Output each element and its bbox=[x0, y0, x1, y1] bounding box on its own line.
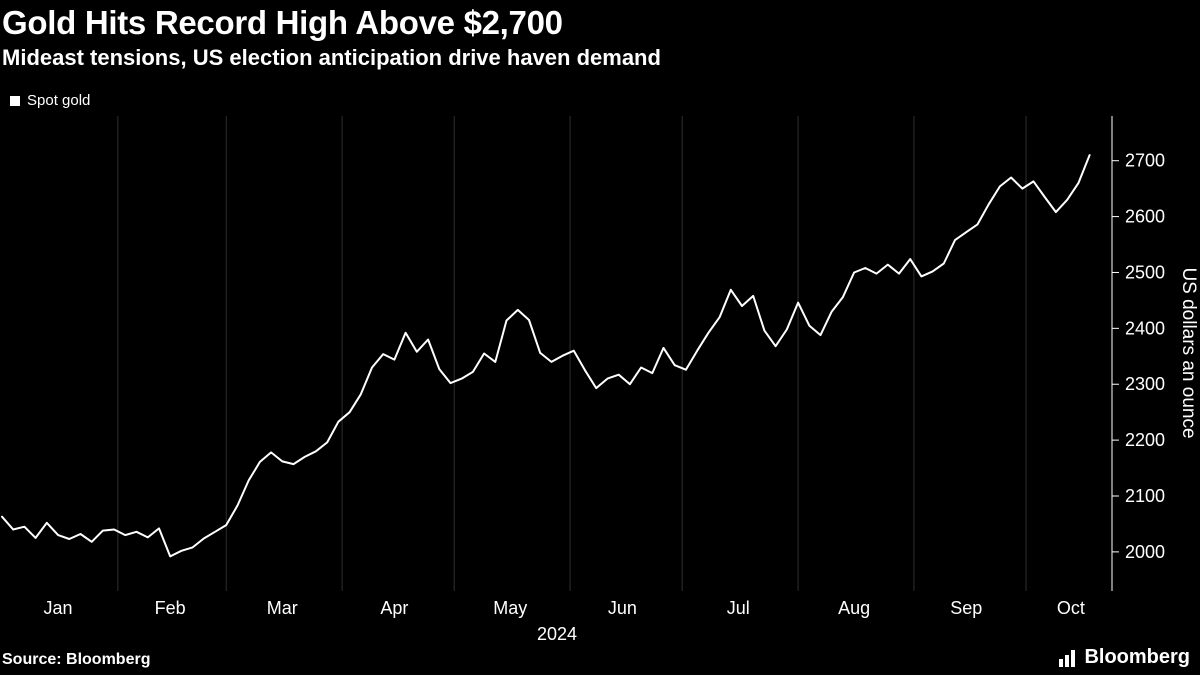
y-tick-label-2400: 2400 bbox=[1125, 318, 1165, 338]
x-tick-label-mar: Mar bbox=[267, 598, 298, 618]
legend-label: Spot gold bbox=[27, 92, 91, 109]
x-tick-label-sep: Sep bbox=[950, 598, 982, 618]
x-tick-label-may: May bbox=[493, 598, 527, 618]
x-tick-label-jul: Jul bbox=[727, 598, 750, 618]
legend-swatch-icon bbox=[10, 95, 20, 106]
source-credit: Source: Bloomberg bbox=[2, 651, 151, 668]
x-tick-label-oct: Oct bbox=[1057, 598, 1085, 618]
y-axis-title: US dollars an ounce bbox=[1178, 267, 1199, 438]
y-tick-label-2300: 2300 bbox=[1125, 374, 1165, 394]
x-tick-label-aug: Aug bbox=[838, 598, 870, 618]
bloomberg-logo-text: Bloomberg bbox=[1084, 646, 1190, 668]
x-tick-label-apr: Apr bbox=[380, 598, 408, 618]
y-tick-label-2500: 2500 bbox=[1125, 262, 1165, 282]
series-line-spot-gold bbox=[1, 154, 1091, 558]
y-tick-label-2000: 2000 bbox=[1125, 542, 1165, 562]
y-tick-label-2700: 2700 bbox=[1125, 151, 1165, 171]
bloomberg-logo-icon bbox=[1059, 649, 1076, 667]
page-subtitle: Mideast tensions, US election anticipati… bbox=[2, 45, 661, 70]
x-tick-label-feb: Feb bbox=[155, 598, 186, 618]
x-tick-label-jan: Jan bbox=[44, 598, 73, 618]
page-title: Gold Hits Record High Above $2,700 bbox=[2, 4, 563, 41]
y-tick-label-2100: 2100 bbox=[1125, 486, 1165, 506]
y-tick-label-2200: 2200 bbox=[1125, 430, 1165, 450]
legend: Spot gold bbox=[10, 92, 90, 109]
y-tick-label-2600: 2600 bbox=[1125, 207, 1165, 227]
x-tick-label-jun: Jun bbox=[608, 598, 637, 618]
x-axis-year-label: 2024 bbox=[537, 624, 577, 644]
bloomberg-logo: Bloomberg bbox=[1058, 646, 1190, 669]
